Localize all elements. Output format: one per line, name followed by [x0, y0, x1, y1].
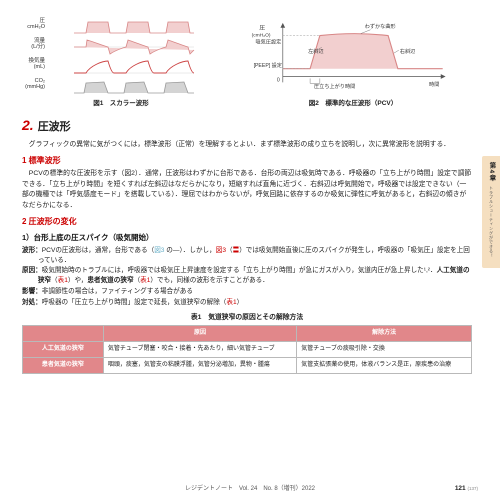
table-cell: 気管支拡張薬の使用，体液バランス是正，原疾患の治療: [297, 358, 472, 374]
fig1-row2-label: 流量(L/分): [22, 38, 48, 56]
table-cell: 気管チューブの痰吸引除・交換: [297, 342, 472, 358]
ann-left: 左斜辺: [308, 47, 323, 55]
subhead-1: 1 標準波形: [22, 155, 472, 167]
t1-h1: 原因: [103, 326, 296, 342]
def-line: 対処：呼吸器の「圧立ち上がり時間」設定で延長，気道狭窄の解除（表1）: [22, 298, 472, 308]
s2-item1-title: 1）台形上底の圧スパイク（吸気開始）: [22, 232, 472, 243]
s1-body: PCVの標準的な圧波形を示す（図2）．通常，圧波形はわずかに台形である．台形の両…: [22, 169, 472, 211]
side-chapter: 第4章: [486, 162, 496, 182]
fig2-caption: 図2 標準的な圧波形（PCV）: [234, 99, 472, 109]
section-title: 圧波形: [38, 119, 71, 136]
ann-right: 右斜辺: [400, 47, 415, 55]
section-num: 2.: [22, 115, 34, 136]
fig1-row4-label: CO₂(mmHg): [22, 78, 48, 96]
table-cell: 咽頭，痰塞，気管支の粘膜浮腫，気管分泌増加，異物・腫瘍: [103, 358, 296, 374]
svg-text:(cmH₂O): (cmH₂O): [252, 33, 271, 39]
table-cell: 気管チューブ閉塞・咬合・接着・先あたり，細い気管チューブ: [103, 342, 296, 358]
fig1-row1-label: 圧cmH₂O: [22, 18, 48, 36]
ann-peep: [PEEP] 設定: [254, 61, 282, 69]
def-line: 影響：非調節性の場合は，ファイティングする場合がある: [22, 287, 472, 297]
table1-caption: 表1 気道狭窄の原因とその解除方法: [22, 313, 472, 323]
chapter-side-tab: 第4章 トラブルシューティングができる！: [482, 156, 500, 268]
subhead-2: 2 圧波形の変化: [22, 216, 472, 228]
fig1-caption: 図1 スカラー波形: [22, 99, 220, 109]
fig1-row3-label: 換気量(mL): [22, 58, 48, 76]
table-1: 原因 解除方法 人工気道の狭窄気管チューブ閉塞・咬合・接着・先あたり，細い気管チ…: [22, 325, 472, 374]
table-row-head: 患者気道の狭窄: [23, 358, 104, 374]
page-number: 121 (137): [455, 484, 478, 494]
fig1-row4-strip: [48, 78, 220, 96]
fig1-row2-strip: [48, 38, 220, 56]
def-line: 波形：PCVの圧波形は，通常，台形である（図3 の—）．しかし，図3（〓）では吸…: [22, 246, 472, 266]
def-line: 原因：吸気開始時のトラブルには，呼吸器では吸気圧上昇速度を設定する「立ち上がり時…: [22, 266, 472, 286]
section-2-heading: 2. 圧波形: [22, 115, 472, 136]
fig1-row1-strip: [48, 18, 220, 36]
ann-insp: 吸気圧設定: [256, 37, 282, 45]
figure-2: 圧 (cmH₂O) 吸気圧設定 [PEEP] 設定 0 わずかな曲形 左斜辺 右…: [234, 18, 472, 109]
ann-zero: 0: [277, 77, 280, 83]
svg-text:圧: 圧: [259, 25, 265, 32]
figure-1: 圧cmH₂O 流量(L/分) 換気量(mL): [22, 18, 220, 109]
footer-journal: レジデントノート Vol. 24 No. 8（増刊）2022: [0, 485, 500, 494]
ann-rise: 圧立ち上がり時間: [314, 82, 355, 90]
ann-time: 時間: [429, 81, 439, 88]
ann-curve: わずかな曲形: [365, 22, 396, 30]
t1-h2: 解除方法: [297, 326, 472, 342]
t1-h0: [23, 326, 104, 342]
side-subtitle: トラブルシューティングができる！: [488, 186, 494, 258]
intro-text: グラフィックの異常に気がつくには，標準波形（正常）を理解するとよい．まず標準波形…: [22, 140, 472, 151]
fig1-row3-strip: [48, 58, 220, 76]
table-row-head: 人工気道の狭窄: [23, 342, 104, 358]
